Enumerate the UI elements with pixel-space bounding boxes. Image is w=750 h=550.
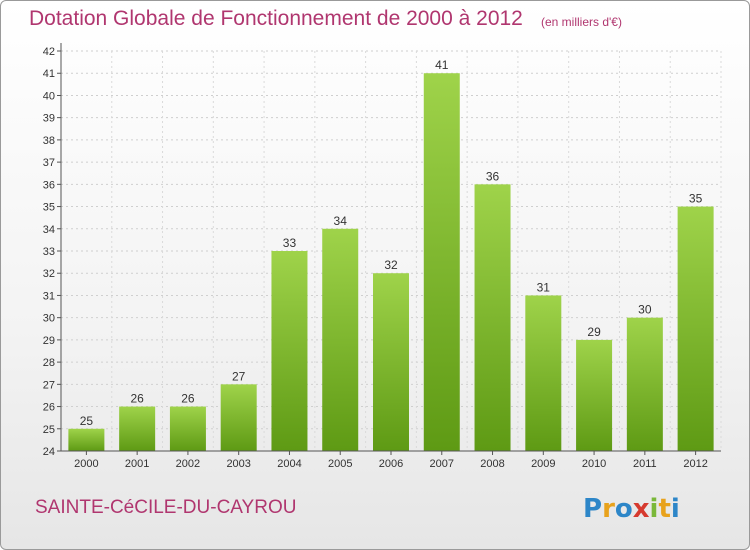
- town-name: SAINTE-CéCILE-DU-CAYROU: [35, 497, 297, 518]
- y-tick-label: 33: [43, 246, 55, 258]
- bar-value-label: 36: [486, 169, 500, 183]
- bar-2009: [525, 295, 562, 451]
- bar-value-label: 31: [537, 280, 551, 294]
- y-tick-label: 34: [43, 224, 55, 236]
- svg-text:Proxiti: Proxiti: [583, 494, 680, 524]
- bar-value-label: 25: [80, 414, 94, 428]
- y-tick-label: 40: [43, 90, 55, 102]
- y-tick-label: 36: [43, 179, 55, 191]
- y-tick-label: 42: [43, 46, 55, 58]
- bar-2008: [474, 184, 511, 452]
- bars: [68, 73, 714, 452]
- bar-value-label: 35: [689, 192, 703, 206]
- bar-2012: [677, 206, 714, 451]
- y-tick-label: 25: [43, 424, 55, 436]
- labels: 24 25 26 27 28 29 30 31 32 33 34 35 36 37 38 39 40 41 42 25…: [43, 46, 708, 470]
- bar-2010: [576, 339, 613, 451]
- y-tick-label: 35: [43, 202, 55, 214]
- bar-2002: [169, 406, 206, 451]
- bar-value-label: 26: [130, 392, 144, 406]
- y-tick-label: 24: [43, 446, 55, 458]
- bar-2005: [322, 228, 359, 451]
- x-tick-label: 2008: [480, 458, 504, 470]
- y-tick-label: 41: [43, 68, 55, 80]
- y-tick-label: 30: [43, 313, 55, 325]
- y-tick-label: 27: [43, 379, 55, 391]
- chart-unit: (en milliers d'€): [541, 15, 622, 29]
- x-tick-label: 2004: [277, 458, 301, 470]
- x-tick-label: 2001: [125, 458, 149, 470]
- y-tick-label: 31: [43, 290, 55, 302]
- bar-2007: [423, 73, 460, 451]
- bar-value-label: 29: [587, 325, 601, 339]
- x-tick-label: 2011: [633, 458, 657, 470]
- bar-2011: [626, 317, 663, 451]
- x-tick-label: 2010: [582, 458, 606, 470]
- bar-2004: [271, 251, 308, 451]
- bar-value-label: 34: [334, 214, 348, 228]
- bar-value-label: 32: [384, 258, 398, 272]
- x-tick-label: 2009: [531, 458, 555, 470]
- x-tick-label: 2007: [430, 458, 454, 470]
- x-tick-label: 2002: [176, 458, 200, 470]
- bar-2000: [68, 428, 105, 451]
- bar-2006: [373, 273, 409, 451]
- y-tick-label: 26: [43, 402, 55, 414]
- y-tick-label: 28: [43, 357, 55, 369]
- bar-value-label: 27: [232, 369, 246, 383]
- x-tick-label: 2003: [226, 458, 250, 470]
- x-tick-label: 2000: [74, 458, 98, 470]
- x-tick-label: 2012: [683, 458, 707, 470]
- axes: [57, 43, 721, 455]
- bar-2003: [220, 384, 257, 451]
- bar-value-label: 41: [435, 58, 449, 72]
- y-tick-label: 39: [43, 113, 55, 125]
- proxiti-logo: Proxiti: [583, 494, 680, 524]
- x-tick-label: 2005: [328, 458, 352, 470]
- bar-value-label: 30: [638, 303, 652, 317]
- chart-title: Dotation Globale de Fonctionnement de 20…: [29, 7, 523, 30]
- y-tick-label: 29: [43, 335, 55, 347]
- y-tick-label: 32: [43, 268, 55, 280]
- bar-value-label: 33: [283, 236, 297, 250]
- bar-2001: [119, 406, 156, 451]
- x-tick-label: 2006: [379, 458, 403, 470]
- y-tick-label: 37: [43, 157, 55, 169]
- bar-value-label: 26: [181, 392, 195, 406]
- y-tick-label: 38: [43, 135, 55, 147]
